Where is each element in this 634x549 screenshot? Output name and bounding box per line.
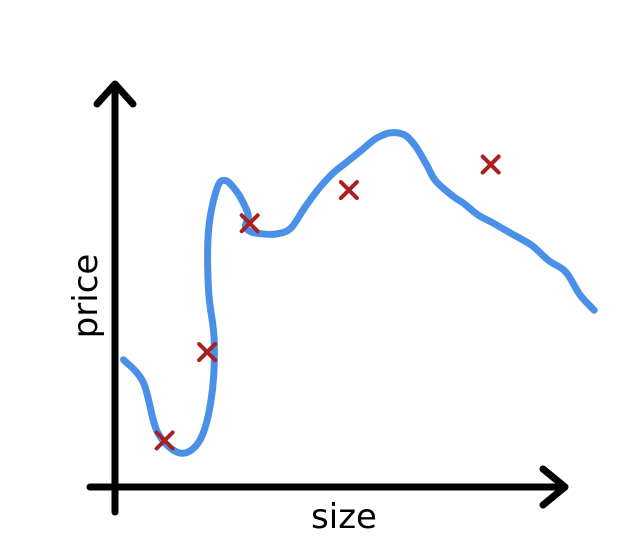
data-point-marker (154, 430, 175, 451)
x-axis-arrowhead (539, 465, 569, 509)
y-axis-arrowhead (93, 80, 137, 108)
data-point-marker (239, 213, 260, 234)
y-axis-label: price (66, 254, 106, 339)
x-axis-label: size (311, 497, 377, 537)
y-axis (93, 80, 137, 516)
plot-area (120, 129, 598, 457)
data-point-marker (480, 154, 501, 175)
fitted-curve (120, 129, 598, 457)
data-point-marker (338, 180, 359, 201)
x-axis (86, 465, 569, 509)
data-point-marker (197, 342, 218, 363)
